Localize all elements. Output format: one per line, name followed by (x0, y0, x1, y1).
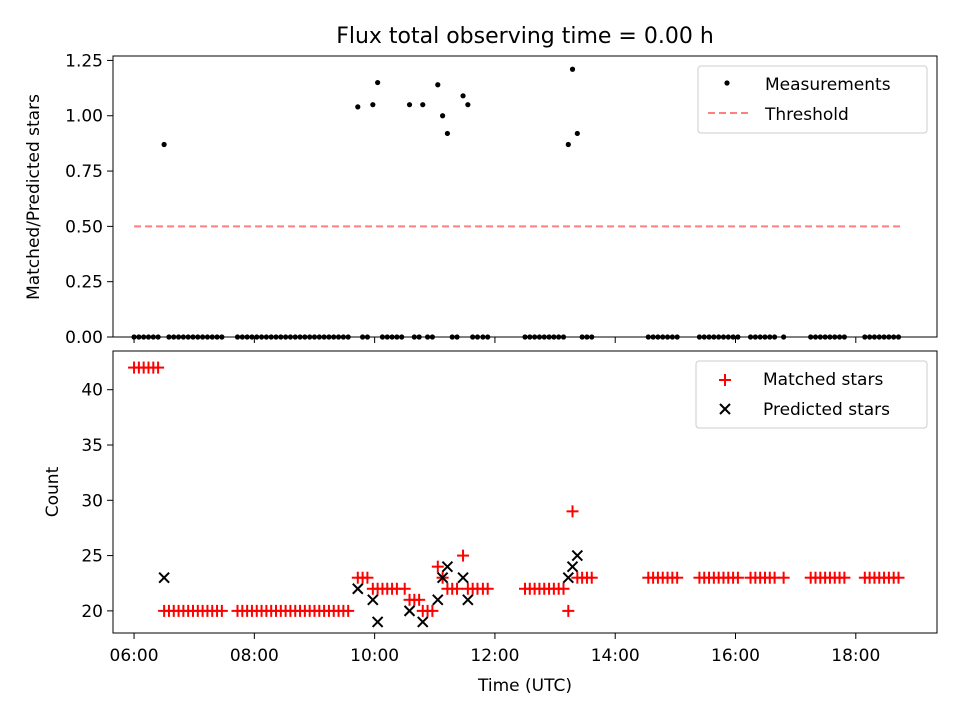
matched-star-point (671, 571, 684, 584)
measurement-point (460, 93, 466, 99)
predicted-star-point (457, 571, 469, 584)
matched-star-point (481, 582, 494, 595)
measurement-point (440, 113, 446, 119)
matched-star-point (342, 604, 355, 617)
matched-star-point (557, 582, 570, 595)
matched-star-point (152, 361, 165, 374)
top-y-tick-label: 0.50 (65, 217, 103, 237)
bottom-y-tick-label: 25 (81, 547, 103, 567)
top-y-tick-label: 1.25 (65, 51, 103, 71)
bottom-y-tick-label: 40 (81, 381, 103, 401)
predicted-star-point (441, 560, 454, 573)
matched-star-point (451, 582, 464, 595)
measurement-point (370, 102, 376, 108)
bottom-y-axis-label: Count (43, 466, 63, 517)
predicted-star-point (403, 605, 416, 617)
measurement-point (161, 141, 167, 148)
matched-star-point (777, 571, 790, 584)
legend-measurements-label: Measurements (765, 75, 891, 95)
x-tick-label: 16:00 (711, 646, 760, 666)
measurement-point (435, 82, 441, 88)
legend-predicted-marker (719, 403, 731, 415)
measurement-point (465, 102, 471, 108)
legend-matched-marker (719, 374, 731, 386)
predicted-star-point (571, 549, 584, 562)
top-legend: Measurements Threshold (697, 65, 928, 134)
matched-star-point (431, 560, 444, 573)
measurement-point (375, 79, 381, 86)
top-y-axis-label: Matched/Predicted stars (24, 94, 44, 300)
matched-star-point (562, 604, 575, 617)
bottom-axes-frame (112, 350, 938, 634)
measurement-point (406, 102, 413, 108)
matched-star-point (215, 604, 228, 617)
predicted-star-point (566, 560, 579, 573)
predicted-star-point (562, 571, 575, 584)
bottom-y-tick-label: 30 (81, 491, 103, 511)
measurement-point (565, 141, 571, 148)
legend-matched-label: Matched stars (763, 370, 883, 390)
predicted-star-point (371, 616, 384, 628)
matched-star-point (731, 571, 744, 584)
matched-star-point (361, 571, 374, 584)
matched-star-point (413, 593, 426, 606)
predicted-star-point (462, 594, 474, 606)
bottom-legend: Matched stars Predicted stars (695, 360, 928, 429)
predicted-star-point (158, 571, 170, 584)
measurement-point (355, 104, 361, 110)
x-tick-label: 08:00 (230, 646, 279, 666)
legend-threshold-label: Threshold (764, 105, 849, 125)
top-y-tick-label: 0.00 (65, 328, 103, 348)
matched-star-point (585, 571, 598, 584)
chart-title: Flux total observing time = 0.00 h (336, 24, 714, 49)
predicted-star-point (417, 616, 429, 628)
flux-ratio-panel: 0.00 0.25 0.50 0.75 1.00 1.25 Matched/Predict… (24, 51, 938, 348)
matched-star-point (398, 582, 411, 595)
measurement-point (420, 102, 426, 108)
matched-star-point (457, 549, 470, 562)
matched-star-point (566, 505, 579, 518)
top-axes-frame (112, 55, 938, 338)
x-tick-label: 10:00 (350, 646, 399, 666)
legend-measurements-marker (724, 80, 730, 86)
x-tick-label: 18:00 (831, 646, 880, 666)
star-count-panel: 20 25 30 35 40 06:00 08:00 10:00 12:00 14:00 16:0… (43, 350, 938, 696)
predicted-star-point (352, 583, 364, 595)
x-tick-label: 14:00 (591, 646, 640, 666)
top-y-tick-label: 0.75 (65, 162, 103, 182)
x-tick-label: 12:00 (470, 646, 519, 666)
top-y-tick-label: 0.25 (65, 273, 103, 293)
measurement-point (444, 130, 451, 137)
legend-predicted-label: Predicted stars (763, 400, 890, 420)
matched-star-point (892, 571, 905, 584)
matched-star-point (426, 604, 439, 617)
measurement-point (569, 66, 576, 72)
predicted-star-point (436, 571, 449, 584)
x-axis-label: Time (UTC) (477, 676, 572, 696)
bottom-y-tick-label: 20 (81, 602, 103, 622)
x-tick-label: 06:00 (110, 646, 159, 666)
predicted-star-point (367, 594, 379, 606)
top-y-tick-label: 1.00 (65, 107, 103, 127)
predicted-star-point (432, 594, 444, 606)
measurement-point (574, 130, 580, 137)
matched-star-point (838, 571, 851, 584)
bottom-y-tick-label: 35 (81, 436, 103, 456)
